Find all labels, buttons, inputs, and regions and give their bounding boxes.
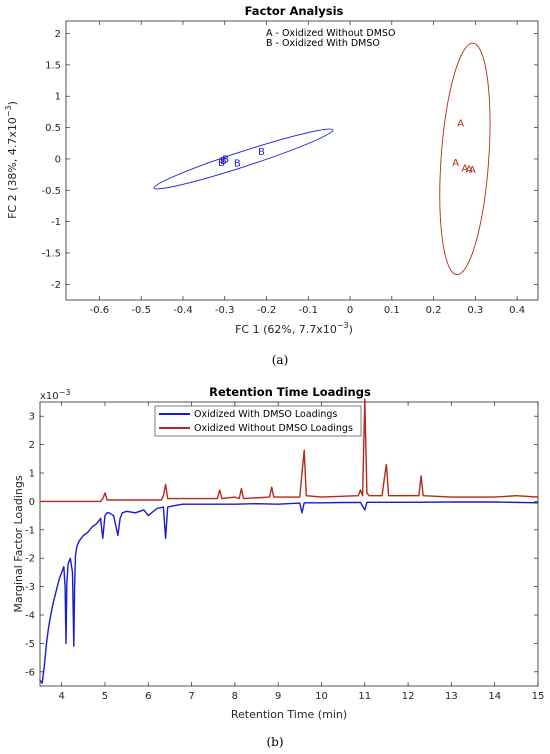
chart-a-x-tick-label: -0.2 <box>257 305 277 316</box>
chart-a-y-tick-label: -0.5 <box>41 186 61 197</box>
caption-a: (a) <box>272 353 289 367</box>
chart-b-x-tick-label: 10 <box>315 691 328 702</box>
chart-b-x-tick-label: 14 <box>488 691 501 702</box>
chart-b-y-tick-label: 3 <box>29 412 35 423</box>
point-a: A <box>466 164 473 175</box>
chart-b-y-tick-label: -4 <box>25 611 35 622</box>
chart-a-y-tick-label: 2 <box>55 29 61 40</box>
chart-b-x-tick-label: 11 <box>358 691 371 702</box>
chart-a-x-tick-label: -0.5 <box>131 305 151 316</box>
point-b: B <box>222 154 229 165</box>
chart-a-x-tick-label: 0.4 <box>509 305 525 316</box>
retention-time-chart: Retention Time Loadings x10−3 4 5 6 7 8 9 10 11… <box>12 385 544 749</box>
series-line-without-dmso <box>40 398 539 503</box>
point-b: B <box>220 156 227 167</box>
chart-a-x-tick-label: 0.2 <box>426 305 442 316</box>
chart-b-x-tick-label: 5 <box>102 691 108 702</box>
chart-a-y-tick-label: -1.5 <box>41 248 61 259</box>
chart-a-x-tick-label: -0.4 <box>173 305 193 316</box>
chart-b-x-tick-label: 9 <box>275 691 281 702</box>
chart-b-x-tick-label: 15 <box>532 691 545 702</box>
chart-a-y-tick-label: 0.5 <box>45 123 61 134</box>
point-b: B <box>234 159 241 170</box>
chart-a-y-ticks: 2 1.5 1 0.5 0 -0.5 -1 -1.5 -2 <box>41 29 538 291</box>
chart-b-y-tick-label: -2 <box>25 554 35 565</box>
chart-a-y-tick-label: 1 <box>55 92 61 103</box>
chart-b-y-tick-label: -3 <box>25 582 35 593</box>
chart-a-ylabel: FC 2 (38%, 4.7x10−3) <box>4 101 19 219</box>
chart-a-x-tick-label: -0.3 <box>215 305 235 316</box>
point-b: B <box>218 158 225 169</box>
factor-analysis-chart: Factor Analysis -0.6 -0.5 -0.4 -0.3 -0.2 -0.1… <box>4 4 539 367</box>
chart-b-x-tick-label: 7 <box>188 691 194 702</box>
plot-area-a <box>65 20 539 301</box>
chart-b-x-tick-label: 6 <box>145 691 151 702</box>
chart-b-x-ticks: 4 5 6 7 8 9 10 11 12 13 14 15 <box>58 402 544 702</box>
chart-b-y-tick-label: 2 <box>29 440 35 451</box>
legend-a-entry-1: A - Oxidized Without DMSO <box>266 28 395 39</box>
chart-b-title: Retention Time Loadings <box>209 385 371 399</box>
series-line-with-dmso <box>39 501 539 684</box>
chart-a-y-tick-label: -1 <box>51 217 61 228</box>
point-a: A <box>461 164 468 175</box>
chart-b-ylabel: Marginal Factor Loadings <box>12 475 25 612</box>
chart-b-y-tick-label: -1 <box>25 525 35 536</box>
chart-b-y-tick-label: -6 <box>25 667 35 678</box>
chart-a-y-tick-label: -2 <box>51 280 61 291</box>
chart-a-y-tick-label: 1.5 <box>45 60 61 71</box>
ellipse-b-with-dmso <box>153 128 334 190</box>
chart-a-x-ticks: -0.6 -0.5 -0.4 -0.3 -0.2 -0.1 0 0.1 0.2 0.3 0.4 <box>90 21 525 316</box>
chart-a-x-tick-label: 0.1 <box>384 305 400 316</box>
chart-a-xlabel: FC 1 (62%, 7.7x10−3) <box>235 321 353 336</box>
caption-b: (b) <box>266 735 283 749</box>
chart-b-exponent: x10−3 <box>40 388 70 402</box>
chart-a-x-tick-label: 0.3 <box>467 305 483 316</box>
legend-b-entry-1: Oxidized With DMSO Loadings <box>194 409 337 420</box>
chart-a-ellipses <box>153 42 491 276</box>
point-a: A <box>457 119 464 130</box>
chart-b-xlabel: Retention Time (min) <box>231 708 347 721</box>
chart-b-x-tick-label: 12 <box>402 691 415 702</box>
chart-a-title: Factor Analysis <box>245 4 344 18</box>
chart-b-y-ticks: 3 2 1 0 -1 -2 -3 -4 -5 -6 <box>25 412 538 678</box>
chart-b-y-tick-label: -5 <box>25 639 35 650</box>
chart-b-y-tick-label: 1 <box>29 469 35 480</box>
chart-a-x-tick-label: -0.6 <box>90 305 110 316</box>
legend-b-box <box>154 405 362 437</box>
chart-b-y-tick-label: 0 <box>29 497 35 508</box>
chart-b-lines <box>39 398 539 684</box>
chart-b-x-tick-label: 8 <box>232 691 238 702</box>
plot-area-b <box>39 401 539 687</box>
point-a: A <box>452 158 459 169</box>
chart-a-x-tick-label: 0 <box>347 305 353 316</box>
legend-a-entry-2: B - Oxidized With DMSO <box>266 38 380 49</box>
ellipse-a-without-dmso <box>439 42 491 276</box>
chart-a-x-tick-label: -0.1 <box>299 305 319 316</box>
chart-a-y-tick-label: 0 <box>55 154 61 165</box>
point-a: A <box>469 165 476 176</box>
chart-b-x-tick-label: 13 <box>445 691 458 702</box>
legend-b-entry-2: Oxidized Without DMSO Loadings <box>194 423 353 434</box>
chart-b-x-tick-label: 4 <box>58 691 64 702</box>
point-b: B <box>258 147 265 158</box>
